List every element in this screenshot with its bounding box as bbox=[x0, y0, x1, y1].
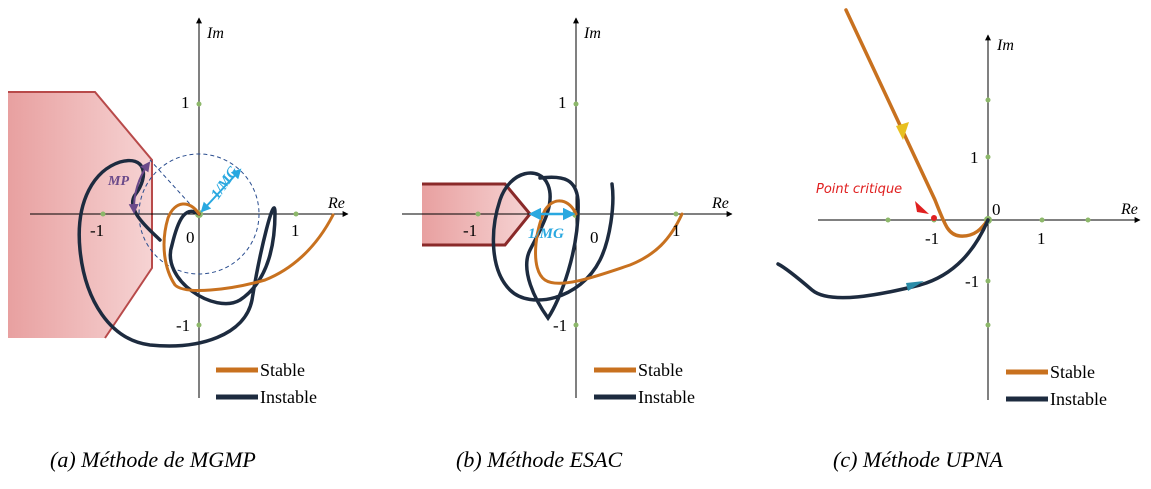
tick-label-re-pos: 1 bbox=[291, 221, 300, 240]
tick-label-re-neg: -1 bbox=[463, 221, 477, 240]
tick-dot bbox=[885, 217, 891, 223]
tick-dot bbox=[673, 211, 679, 217]
tick-dot bbox=[196, 322, 202, 328]
stable-direction-arrow bbox=[896, 122, 909, 140]
gain-margin-label-b: 1/MG bbox=[528, 226, 564, 242]
origin-label-c: 0 bbox=[992, 200, 1001, 219]
origin-label-b: 0 bbox=[590, 228, 599, 247]
im-axis-label-c: Im bbox=[996, 37, 1014, 54]
instability-zone-border-a bbox=[8, 91, 153, 339]
tick-dot bbox=[573, 101, 579, 107]
re-axis-label-a: Re bbox=[327, 195, 345, 212]
re-axis-label-b: Re bbox=[711, 195, 729, 212]
tick-dot bbox=[293, 211, 299, 217]
legend-instable-label-c: Instable bbox=[1050, 389, 1107, 409]
origin-label-a: 0 bbox=[186, 228, 195, 247]
panel-c: Im Re 1 -1 -1 1 0 Point critique Stable … bbox=[776, 8, 1141, 472]
tick-label-im-neg: -1 bbox=[176, 316, 190, 335]
stable-curve-b bbox=[534, 199, 684, 285]
tick-label-im-pos: 1 bbox=[558, 93, 567, 112]
tick-label-im-neg: -1 bbox=[965, 272, 979, 291]
tick-dot bbox=[196, 101, 202, 107]
panel-a: Im Re 1 -1 -1 1 0 MP 1/MG Stable Instabl… bbox=[8, 17, 349, 472]
phase-margin-arrow bbox=[128, 161, 151, 214]
mp-dashed-line bbox=[149, 159, 200, 215]
instable-direction-arrow bbox=[906, 281, 924, 291]
tick-dot bbox=[985, 278, 991, 284]
im-axis-label-b: Im bbox=[583, 25, 601, 42]
caption-a: (a) Méthode de MGMP bbox=[50, 447, 256, 472]
tick-label-im-pos: 1 bbox=[970, 148, 979, 167]
unit-circle-a bbox=[138, 153, 260, 275]
legend-stable-label-b: Stable bbox=[638, 360, 683, 380]
legend-instable-label-a: Instable bbox=[260, 387, 317, 407]
instable-curve-b bbox=[491, 171, 615, 322]
tick-label-im-pos: 1 bbox=[181, 93, 190, 112]
tick-dot bbox=[100, 211, 106, 217]
critical-point-dot bbox=[931, 215, 937, 221]
instable-curve-c bbox=[776, 218, 990, 300]
tick-label-re-pos: 1 bbox=[1037, 229, 1046, 248]
legend-instable-label-b: Instable bbox=[638, 387, 695, 407]
tick-dot bbox=[985, 97, 991, 103]
gain-margin-arrow-a bbox=[200, 168, 242, 213]
tick-label-im-neg: -1 bbox=[553, 316, 567, 335]
tick-dot bbox=[985, 154, 991, 160]
stable-curve-c bbox=[844, 8, 990, 238]
re-axis-label-c: Re bbox=[1120, 201, 1138, 218]
critical-point-marker bbox=[915, 201, 929, 214]
caption-c: (c) Méthode UPNA bbox=[833, 447, 1003, 472]
tick-dot bbox=[1085, 217, 1091, 223]
tick-dot bbox=[985, 322, 991, 328]
tick-label-re-pos: 1 bbox=[672, 221, 681, 240]
instable-curve-a bbox=[77, 158, 277, 348]
tick-dot bbox=[573, 322, 579, 328]
legend-stable-label-a: Stable bbox=[260, 360, 305, 380]
tick-dot bbox=[475, 211, 481, 217]
tick-label-re-neg: -1 bbox=[925, 229, 939, 248]
critical-point-label: Point critique bbox=[816, 182, 902, 197]
panel-b: Im Re 1 -1 -1 1 0 1/MG Stable Instable (… bbox=[402, 17, 733, 472]
legend-stable-label-c: Stable bbox=[1050, 362, 1095, 382]
im-axis-label-a: Im bbox=[206, 25, 224, 42]
phase-margin-label: MP bbox=[107, 174, 129, 189]
gain-margin-label-a: 1/MG bbox=[208, 164, 242, 203]
stable-curve-a bbox=[162, 202, 335, 292]
tick-dot bbox=[1039, 217, 1045, 223]
tick-label-re-neg: -1 bbox=[90, 221, 104, 240]
caption-b: (b) Méthode ESAC bbox=[456, 447, 622, 472]
